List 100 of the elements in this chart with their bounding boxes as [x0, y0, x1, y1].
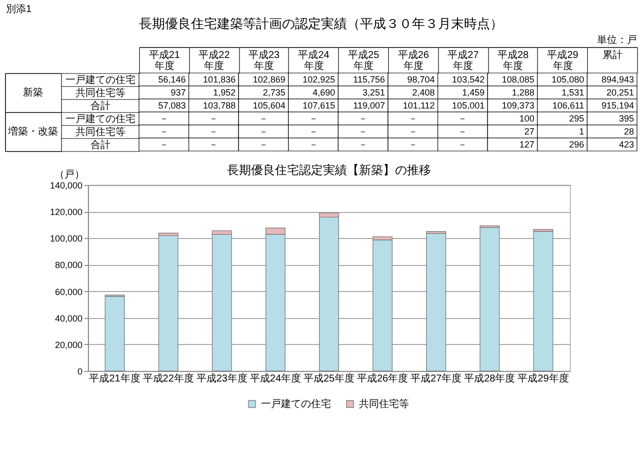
data-label: 1,952 [213, 88, 236, 98]
data-label: 423 [618, 140, 634, 150]
y-tick-label: 一戸建ての住宅 [66, 74, 136, 86]
data-label: 102,869 [252, 74, 286, 84]
data-label: 101,112 [402, 100, 435, 110]
text: － [408, 114, 418, 124]
text: － [159, 140, 168, 150]
data-label: 915,194 [601, 100, 634, 110]
y-tick-label: 0 [77, 366, 82, 376]
data-label: 100 [519, 114, 534, 124]
text: － [209, 114, 218, 124]
text: － [159, 114, 168, 124]
text: － [308, 114, 318, 124]
y-tick-label: 60,000 [54, 286, 82, 297]
text: 別添1 [6, 4, 32, 16]
data-label: 107,615 [302, 100, 336, 110]
x-tick-label: 平成29年度 [547, 49, 579, 72]
data-label: 105,001 [452, 100, 485, 110]
data-label: 105,080 [552, 74, 584, 84]
data-label: 1,531 [562, 88, 584, 98]
x-tick-label: 平成29年度 [518, 372, 569, 384]
text: － [358, 114, 368, 124]
y-tick-label: 共同住宅等 [76, 126, 126, 138]
chart-title: 長期優良住宅建築等計画の認定実績（平成３０年３月末時点） [138, 16, 503, 31]
y-tick-label: 120,000 [50, 207, 82, 218]
data-label: 127 [519, 140, 534, 150]
data-label: 1,288 [512, 88, 534, 98]
x-tick-label: 平成28年度 [497, 49, 529, 72]
y-tick-label: 140,000 [50, 180, 82, 190]
data-label: 109,373 [502, 100, 534, 110]
data-label: 102,925 [302, 74, 336, 84]
data-label: 295 [569, 114, 584, 124]
data-label: 20,251 [606, 88, 634, 98]
x-tick-label: 平成23年度 [196, 372, 248, 384]
text: － [209, 140, 218, 150]
text: － [458, 126, 468, 136]
x-tick-label: 平成21年度 [89, 372, 140, 384]
x-tick-label: 平成23年度 [248, 49, 280, 72]
x-tick-label: 累計 [602, 49, 623, 61]
x-tick-label: 平成24年度 [298, 49, 330, 72]
data-label: 115,756 [353, 74, 385, 84]
text: 新築 [23, 86, 43, 98]
y-tick-label: 100,000 [50, 234, 82, 244]
data-label: 2,735 [262, 88, 286, 98]
text: － [408, 140, 418, 150]
x-tick-label: 平成25年度 [303, 372, 355, 384]
data-label: 3,251 [362, 88, 385, 98]
data-label: 57,083 [158, 100, 186, 110]
y-axis-title: （戸） [54, 170, 84, 180]
text: － [209, 126, 218, 136]
x-tick-label: 平成27年度 [448, 49, 480, 72]
data-label: 395 [618, 114, 634, 124]
text: － [458, 114, 468, 124]
x-tick-label: 平成22年度 [142, 372, 194, 384]
data-label: 105,604 [252, 100, 286, 110]
data-label: 98,704 [407, 74, 435, 84]
text: 単位：戸 [597, 34, 637, 46]
text: － [408, 126, 418, 136]
x-tick-label: 平成24年度 [250, 372, 302, 384]
y-tick-label: 合計 [90, 100, 110, 112]
text: － [358, 140, 368, 150]
text: － [308, 140, 318, 150]
legend-label: 一戸建ての住宅 [261, 398, 331, 410]
text: － [259, 126, 268, 136]
data-label: 101,836 [203, 74, 236, 84]
x-tick-label: 平成22年度 [198, 49, 230, 72]
y-tick-label: 合計 [90, 139, 110, 151]
data-label: 106,611 [552, 100, 584, 110]
chart-title: 長期優良住宅認定実績【新築】の推移 [227, 163, 431, 177]
data-label: 103,542 [452, 74, 485, 84]
x-tick-label: 平成26年度 [398, 49, 430, 72]
data-label: 119,007 [353, 100, 385, 110]
text: － [458, 140, 468, 150]
x-tick-label: 平成28年度 [464, 372, 516, 384]
text: － [259, 140, 268, 150]
text: － [308, 126, 318, 136]
data-label: 2,408 [412, 88, 435, 98]
data-label: 1,459 [462, 88, 485, 98]
data-label: 1 [579, 126, 584, 136]
data-label: 56,146 [158, 74, 186, 84]
data-label: 103,788 [203, 100, 236, 110]
text: － [259, 114, 268, 124]
y-tick-label: 共同住宅等 [76, 87, 126, 99]
data-label: 937 [170, 88, 186, 98]
y-tick-label: 80,000 [54, 260, 82, 270]
data-label: 894,943 [601, 74, 634, 84]
text: － [358, 126, 368, 136]
x-tick-label: 平成27年度 [410, 372, 462, 384]
y-tick-label: 一戸建ての住宅 [66, 113, 136, 125]
data-label: 296 [569, 140, 584, 150]
y-tick-label: 20,000 [54, 340, 82, 350]
data-label: 28 [624, 126, 634, 136]
x-tick-label: 平成21年度 [148, 49, 180, 72]
data-label: 4,690 [312, 88, 336, 98]
data-label: 27 [524, 126, 534, 136]
x-tick-label: 平成26年度 [356, 372, 408, 384]
text: 増築・改築 [7, 126, 58, 138]
legend-label: 共同住宅等 [359, 398, 409, 410]
y-tick-label: 40,000 [54, 313, 82, 324]
text: － [159, 126, 168, 136]
